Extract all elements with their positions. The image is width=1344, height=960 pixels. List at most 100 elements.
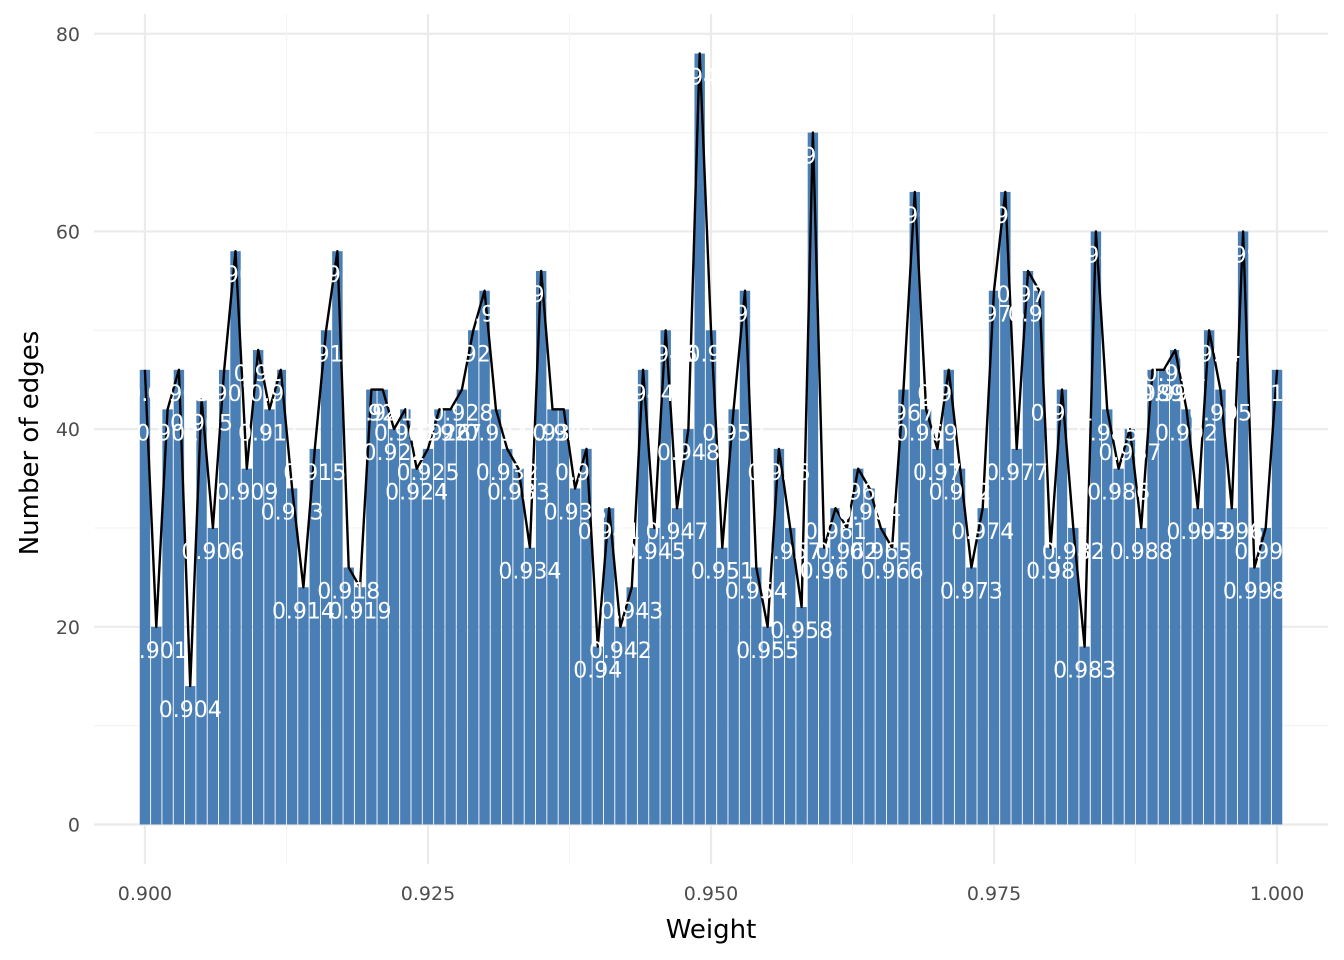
bar: [207, 527, 219, 825]
bar-data-label: 0.944: [612, 382, 675, 407]
bar-data-label: 0.949: [668, 66, 731, 91]
bar-data-label: 0.971: [917, 382, 980, 407]
bar-data-label: 0.992: [1155, 421, 1218, 446]
bar: [286, 488, 298, 825]
bar-data-label: 0.993: [1166, 520, 1229, 545]
bar: [1271, 369, 1283, 825]
bar-data-label: 0.964: [838, 500, 901, 525]
bar-data-label: 0.931: [464, 421, 527, 446]
bar: [1249, 567, 1260, 825]
bar-data-label: 0.966: [861, 560, 924, 585]
bar-data-label: 0.923: [374, 421, 437, 446]
bar-data-label: 0.99: [1139, 382, 1188, 407]
bar-data-label: 0.978: [996, 283, 1059, 308]
bar-data-label: 0.9: [127, 382, 162, 407]
bar: [411, 468, 422, 825]
bar: [343, 567, 354, 825]
bar-data-label: 0.983: [1053, 659, 1116, 684]
bar-data-label: 0.901: [125, 639, 188, 664]
bar-data-label: 0.922: [363, 441, 426, 466]
bar: [400, 409, 411, 825]
bar: [886, 547, 898, 825]
bar-data-label: 0.976: [974, 204, 1037, 229]
x-tick-label: 0.950: [684, 883, 738, 905]
bar-data-label: 0.914: [272, 599, 335, 624]
bar-data-label: 0.938: [544, 500, 607, 525]
bar: [151, 626, 162, 825]
bar-data-label: 0.903: [147, 382, 210, 407]
x-axis-ticks: 0.900 0.925 0.950 0.975 1.000: [118, 883, 1305, 905]
bar-data-label: 0.916: [295, 342, 358, 367]
bar: [1203, 330, 1215, 825]
bar: [603, 508, 615, 825]
bar: [637, 369, 649, 825]
bar-data-label: 0.98: [1026, 560, 1075, 585]
bar-data-label: 0.929: [442, 342, 505, 367]
bar-data-label: 0.96: [800, 560, 849, 585]
bar: [954, 468, 966, 825]
bar: [1226, 508, 1237, 825]
y-tick-label: 0: [68, 814, 80, 836]
bar: [807, 132, 819, 825]
bar: [626, 587, 637, 825]
bar: [728, 409, 739, 825]
bar-data-label: 0.925: [396, 461, 459, 486]
bar: [1068, 527, 1079, 825]
bar: [1158, 369, 1170, 825]
bar: [592, 646, 603, 825]
bar: [1113, 468, 1124, 825]
bar: [569, 488, 581, 825]
bar-data-label: 0.95: [687, 342, 736, 367]
bar: [1135, 527, 1147, 825]
bar: [852, 468, 864, 825]
bar-data-label: 0.954: [725, 579, 788, 604]
bar-data-label: 0.924: [385, 481, 448, 506]
x-tick-label: 0.975: [967, 883, 1021, 905]
bar: [513, 468, 524, 825]
bar-data-label: 0.956: [747, 461, 810, 486]
bar-data-label: 0.973: [940, 579, 1003, 604]
bar-data-label: 0.935: [510, 283, 573, 308]
bar: [988, 290, 1000, 825]
bar: [456, 389, 468, 825]
bar-data-label: 0.942: [589, 639, 652, 664]
bar-data-label: 0.928: [430, 402, 493, 427]
bar-data-label: 0.915: [283, 461, 346, 486]
bar-data-label: 0.989: [1121, 382, 1184, 407]
bar: [162, 409, 173, 825]
bar-data-label: 0.999: [1234, 540, 1297, 565]
bar-data-label: 0.912: [249, 382, 312, 407]
bar: [841, 527, 853, 825]
bar: [1169, 350, 1181, 825]
bar-data-label: 0.97: [913, 461, 962, 486]
y-tick-label: 80: [56, 24, 80, 46]
bar-data-label: 0.958: [770, 619, 833, 644]
bar: [309, 448, 320, 825]
bar-data-label: 1: [1270, 382, 1284, 407]
bar: [298, 587, 309, 825]
bar-data-label: 0.918: [317, 579, 380, 604]
bar: [1056, 389, 1068, 825]
bar: [751, 567, 762, 825]
bar-data-label: 0.981: [1030, 402, 1093, 427]
bar-data-label: 0.982: [1042, 540, 1105, 565]
bar-data-label: 0.932: [476, 461, 539, 486]
bar-data-label: 0.93: [460, 303, 509, 328]
bar: [388, 429, 400, 825]
bar: [1147, 369, 1158, 825]
bar-data-label: 0.946: [634, 342, 697, 367]
bar: [502, 448, 513, 825]
bar-data-label: 0.953: [713, 303, 776, 328]
bar-data-label: 0.995: [1189, 402, 1252, 427]
bar: [1102, 409, 1113, 825]
bar: [196, 399, 207, 825]
bar: [445, 409, 456, 825]
bar-data-label: 0.994: [1178, 342, 1241, 367]
bar: [185, 686, 196, 825]
bar: [264, 409, 275, 825]
bar: [479, 290, 490, 825]
bar: [932, 448, 943, 825]
bar-data-label: 0.927: [419, 421, 482, 446]
bar-data-label: 0.968: [883, 204, 946, 229]
